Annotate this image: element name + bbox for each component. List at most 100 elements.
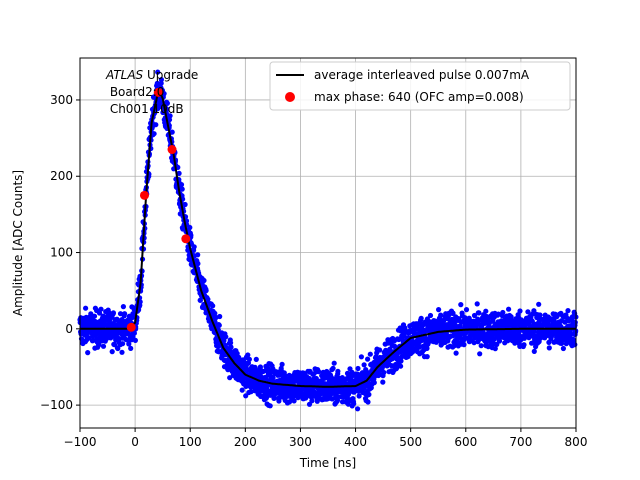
sample-point <box>115 345 121 352</box>
sample-point <box>179 186 185 192</box>
sample-point <box>182 201 188 208</box>
average-pulse-line-layer <box>80 91 576 388</box>
sample-point <box>187 224 193 231</box>
sample-point <box>217 313 223 320</box>
legend-point-marker <box>285 92 295 102</box>
atlas-annotation: ATLAS Upgrade Board2:0 Ch001 10dB <box>105 68 198 116</box>
sample-point <box>438 312 444 318</box>
sample-point <box>366 391 372 398</box>
sample-point <box>91 313 98 319</box>
sample-point <box>248 389 254 395</box>
sample-point <box>356 393 362 399</box>
sample-point <box>436 307 442 313</box>
sample-point <box>508 314 514 320</box>
sample-point <box>453 350 459 356</box>
sample-point <box>531 329 538 335</box>
sample-point <box>201 277 207 284</box>
max-phase-point <box>126 322 136 332</box>
y-tick-label: 100 <box>50 246 73 260</box>
max-phase-point <box>167 145 177 155</box>
x-tick-label: 700 <box>509 435 532 449</box>
sample-point <box>380 379 386 385</box>
sample-point <box>167 113 173 119</box>
sample-point <box>572 319 578 325</box>
max-phase-point <box>181 234 191 244</box>
sample-point <box>339 399 346 405</box>
sample-point <box>119 349 125 355</box>
sample-point <box>291 398 297 404</box>
sample-point <box>239 387 245 393</box>
sample-point <box>228 340 234 346</box>
sample-point <box>367 351 373 357</box>
sample-point <box>96 342 102 348</box>
annotation-upgrade: Upgrade <box>143 68 198 82</box>
sample-point <box>279 361 285 367</box>
plot-frame <box>79 57 577 429</box>
sample-point <box>334 393 340 399</box>
sample-point <box>212 310 218 316</box>
sample-point <box>398 358 404 364</box>
sample-point <box>398 363 404 369</box>
y-tick-label: 300 <box>50 93 73 107</box>
sample-point <box>330 365 336 371</box>
max-phase-point <box>139 190 149 200</box>
sample-point <box>195 261 201 267</box>
x-tick-label: −100 <box>64 435 97 449</box>
sample-point <box>100 343 107 349</box>
sample-point <box>531 348 537 354</box>
sample-point <box>492 346 498 352</box>
sample-point <box>358 354 364 360</box>
sample-point <box>546 345 552 351</box>
sample-point <box>316 369 322 375</box>
sample-point <box>335 368 341 374</box>
sample-point <box>120 304 126 310</box>
sample-point <box>158 80 164 86</box>
sample-point <box>131 330 137 336</box>
sample-point <box>483 308 489 314</box>
x-tick-label: 400 <box>344 435 367 449</box>
x-tick-label: 300 <box>289 435 312 449</box>
average-pulse-line <box>80 91 576 388</box>
sample-point <box>345 401 351 407</box>
sample-point <box>424 345 430 351</box>
sample-point <box>477 351 483 357</box>
annotation-line-2: Board2:0 <box>106 85 164 99</box>
sample-point <box>132 337 138 343</box>
x-tick-label: 200 <box>234 435 257 449</box>
sample-point <box>178 182 185 188</box>
sample-point <box>355 365 361 372</box>
sample-point <box>252 364 258 370</box>
sample-point <box>355 406 361 412</box>
sample-point <box>158 77 164 83</box>
sample-point <box>98 306 104 312</box>
sample-point <box>309 398 315 404</box>
x-tick-label: 0 <box>131 435 139 449</box>
max-phase-point <box>153 87 163 97</box>
sample-point <box>560 345 567 352</box>
max-phase-points <box>126 87 191 332</box>
legend-box <box>269 61 571 111</box>
sample-point <box>471 312 478 319</box>
sample-point <box>568 331 574 337</box>
sample-point <box>365 356 371 362</box>
sample-point <box>500 309 506 316</box>
sample-point <box>506 306 512 312</box>
sample-point <box>572 342 578 348</box>
sample-point <box>495 311 501 317</box>
sample-point <box>166 117 173 123</box>
sample-point <box>197 297 203 303</box>
sample-point <box>521 342 527 348</box>
sample-point <box>381 369 387 376</box>
sample-point <box>351 401 357 407</box>
x-tick-label: 500 <box>399 435 422 449</box>
sample-point <box>151 131 157 137</box>
legend: average interleaved pulse 0.007mA max ph… <box>269 61 571 111</box>
sample-point <box>110 310 116 316</box>
annotation-line-3: Ch001 10dB <box>106 102 184 116</box>
sample-point <box>365 399 371 405</box>
sample-point <box>169 129 175 135</box>
sample-point <box>361 362 367 368</box>
sample-point <box>203 288 209 294</box>
x-tick-label: 100 <box>179 435 202 449</box>
